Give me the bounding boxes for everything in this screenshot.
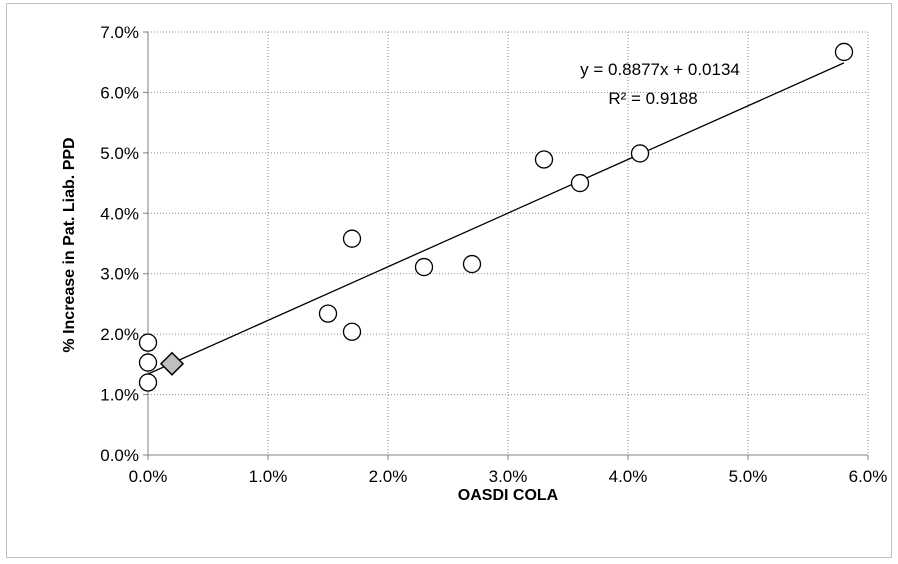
axes (143, 31, 869, 460)
x-tick-label: 6.0% (849, 467, 888, 486)
y-tick-label: 1.0% (100, 386, 139, 405)
circle-data-point (462, 254, 482, 274)
circle-data-point (630, 144, 650, 163)
x-tick-label: 2.0% (369, 467, 408, 486)
trendline (147, 62, 845, 375)
circle-data-point (138, 333, 158, 352)
circle-data-point (138, 373, 158, 392)
y-tick-label: 0.0% (100, 446, 139, 465)
x-tick-label: 0.0% (129, 467, 168, 486)
data-points (138, 42, 854, 392)
tick-labels: 0.0% 1.0% 2.0% 3.0% 4.0% 5.0% 6.0% 0.0% 1.0% 2.0%… (100, 23, 887, 486)
x-tick-label: 4.0% (609, 467, 648, 486)
y-tick-label: 2.0% (100, 325, 139, 344)
y-tick-label: 6.0% (100, 83, 139, 102)
circle-data-point (834, 42, 854, 62)
x-axis-title: OASDI COLA (458, 487, 559, 504)
circle-data-point (318, 304, 338, 323)
circle-data-point (414, 257, 434, 277)
diamond-data-point (159, 351, 185, 376)
trendline-equation: y = 0.8877x + 0.0134 (580, 60, 740, 79)
x-tick-label: 1.0% (249, 467, 288, 486)
y-tick-label: 3.0% (100, 265, 139, 284)
x-tick-label: 3.0% (489, 467, 528, 486)
y-tick-label: 4.0% (100, 204, 139, 223)
r-squared-label: R² = 0.9188 (608, 89, 697, 108)
circle-data-point (570, 173, 590, 193)
y-tick-label: 5.0% (100, 144, 139, 163)
circle-data-point (342, 229, 362, 248)
chart-frame (6, 3, 892, 558)
y-tick-label: 7.0% (100, 23, 139, 42)
x-tick-label: 5.0% (729, 467, 768, 486)
circle-data-point (138, 353, 158, 372)
circle-data-point (534, 150, 554, 169)
grid-lines (148, 31, 869, 455)
y-axis-title: % Increase in Pat. Liab. PPD (61, 137, 78, 352)
circle-data-point (342, 322, 362, 341)
trendline-layer (147, 62, 845, 375)
